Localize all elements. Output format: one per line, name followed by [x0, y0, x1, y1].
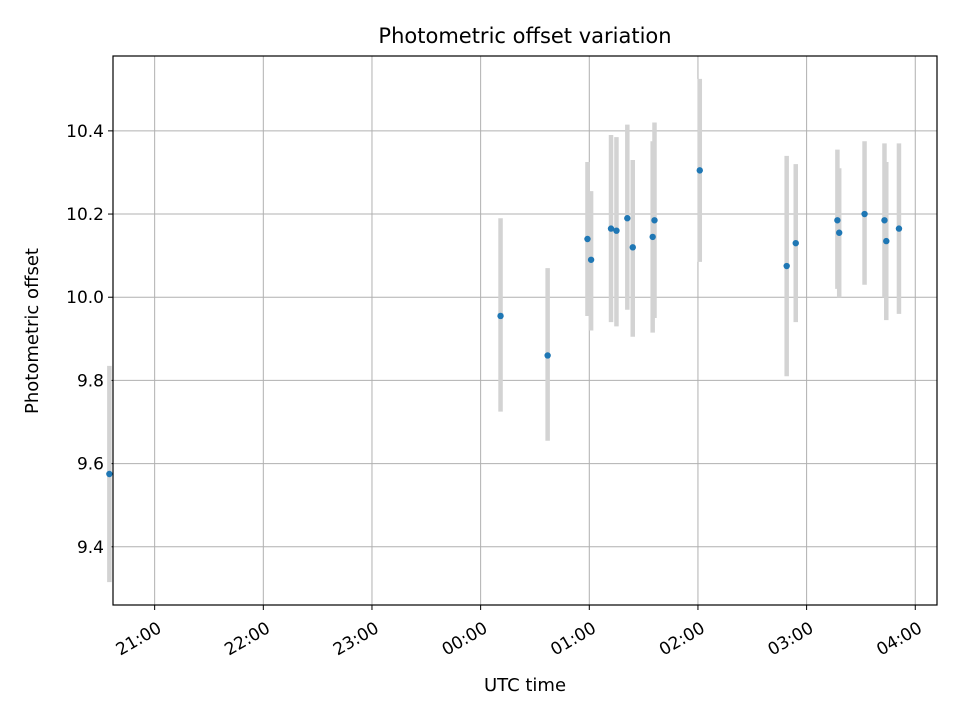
data-point — [792, 239, 799, 247]
chart-title: Photometric offset variation — [378, 24, 671, 48]
data-point — [696, 167, 703, 174]
data-point — [834, 217, 841, 224]
x-axis-title: UTC time — [484, 675, 566, 696]
data-point — [881, 217, 888, 224]
data-point — [836, 229, 843, 236]
y-tick-label: 10.0 — [66, 288, 104, 308]
data-point — [584, 235, 591, 243]
data-point — [629, 244, 636, 251]
data-point — [861, 210, 868, 218]
data-point — [783, 262, 790, 270]
data-point — [895, 225, 903, 232]
data-point — [544, 352, 551, 359]
y-axis-title: Photometric offset — [22, 248, 43, 414]
data-points — [106, 167, 903, 478]
y-tick-label: 9.6 — [77, 455, 104, 475]
data-point — [883, 237, 890, 245]
y-tick-label: 9.8 — [77, 371, 104, 391]
data-point — [649, 233, 656, 241]
y-tick-label: 10.4 — [66, 122, 104, 142]
y-tick-label: 9.4 — [77, 538, 104, 558]
data-point — [587, 256, 595, 263]
data-point — [613, 227, 620, 234]
data-point — [106, 470, 113, 478]
data-point — [651, 217, 658, 224]
data-point — [607, 225, 615, 232]
data-point — [497, 312, 504, 320]
data-point — [624, 215, 631, 222]
plot-frame — [112, 55, 938, 606]
y-tick-label: 10.2 — [66, 205, 104, 225]
